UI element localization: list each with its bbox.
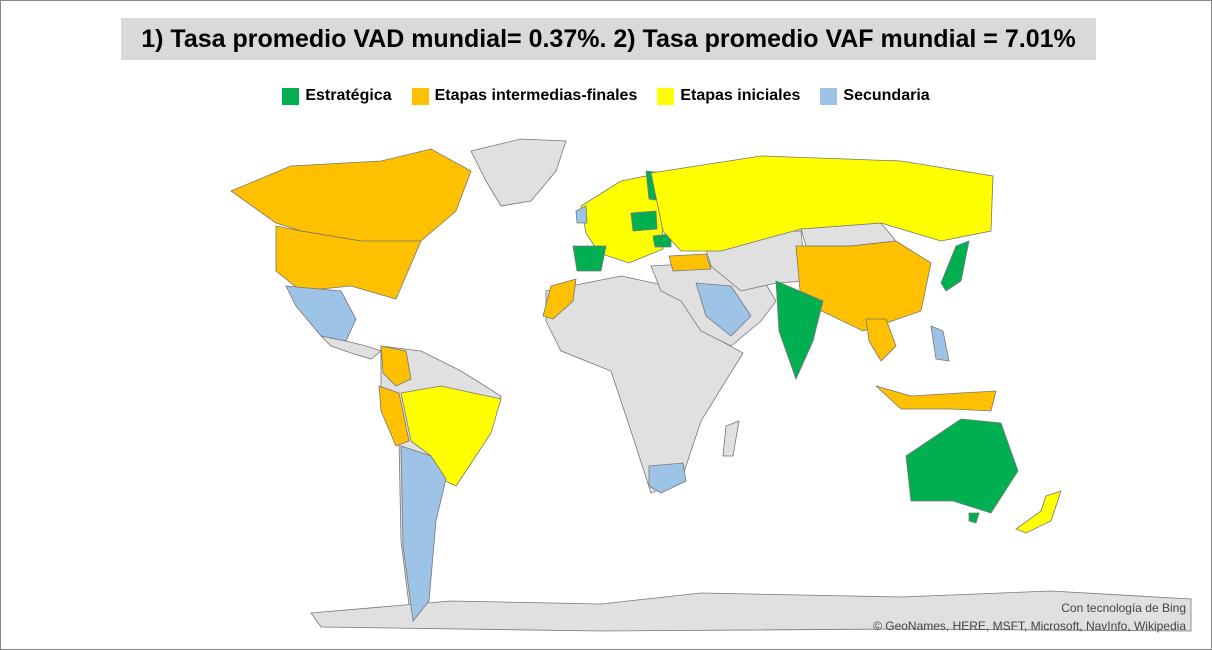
indonesia bbox=[875, 385, 997, 412]
legend-swatch bbox=[282, 87, 300, 105]
brazil bbox=[400, 385, 502, 487]
attribution: Con tecnología de Bing bbox=[1061, 601, 1186, 615]
greenland bbox=[470, 138, 567, 207]
legend-label: Estratégica bbox=[305, 87, 392, 104]
peru bbox=[378, 385, 410, 447]
south-africa bbox=[648, 462, 687, 494]
madagascar bbox=[722, 420, 740, 457]
romania bbox=[652, 233, 672, 248]
legend-item: Etapas iniciales bbox=[657, 87, 800, 105]
canada bbox=[230, 148, 472, 260]
argentina-chile bbox=[400, 445, 447, 622]
saudi-arabia bbox=[695, 282, 752, 337]
legend: Estratégica Etapas intermedias-finales Eta… bbox=[1, 87, 1211, 105]
legend-swatch bbox=[820, 87, 838, 105]
attribution: © GeoNames, HERE, MSFT, Microsoft, NavIn… bbox=[873, 619, 1186, 633]
mexico bbox=[285, 285, 357, 342]
legend-swatch bbox=[411, 87, 429, 105]
legend-item: Estratégica bbox=[282, 87, 392, 105]
usa bbox=[275, 225, 422, 300]
spain bbox=[572, 245, 607, 272]
russia bbox=[650, 155, 994, 252]
title: 1) Tasa promedio VAD mundial= 0.37%. 2) … bbox=[121, 18, 1096, 60]
uk bbox=[575, 205, 588, 224]
colombia bbox=[380, 345, 412, 387]
japan bbox=[940, 240, 970, 292]
southeast-asia bbox=[865, 318, 897, 362]
legend-item: Etapas intermedias-finales bbox=[411, 87, 638, 105]
poland bbox=[630, 210, 658, 232]
antarctica bbox=[310, 590, 1192, 632]
morocco bbox=[542, 278, 577, 320]
legend-swatch bbox=[657, 87, 675, 105]
new-zealand bbox=[1015, 490, 1062, 534]
europe bbox=[580, 172, 664, 264]
turkey bbox=[668, 253, 712, 272]
legend-item: Secundaria bbox=[820, 87, 930, 105]
central-america bbox=[319, 335, 382, 360]
legend-label: Etapas intermedias-finales bbox=[434, 87, 638, 104]
tasmania bbox=[968, 512, 980, 524]
india bbox=[775, 280, 824, 381]
australia bbox=[905, 418, 1019, 514]
philippines bbox=[930, 325, 950, 362]
legend-label: Etapas iniciales bbox=[680, 87, 801, 104]
legend-label: Secundaria bbox=[843, 87, 930, 104]
